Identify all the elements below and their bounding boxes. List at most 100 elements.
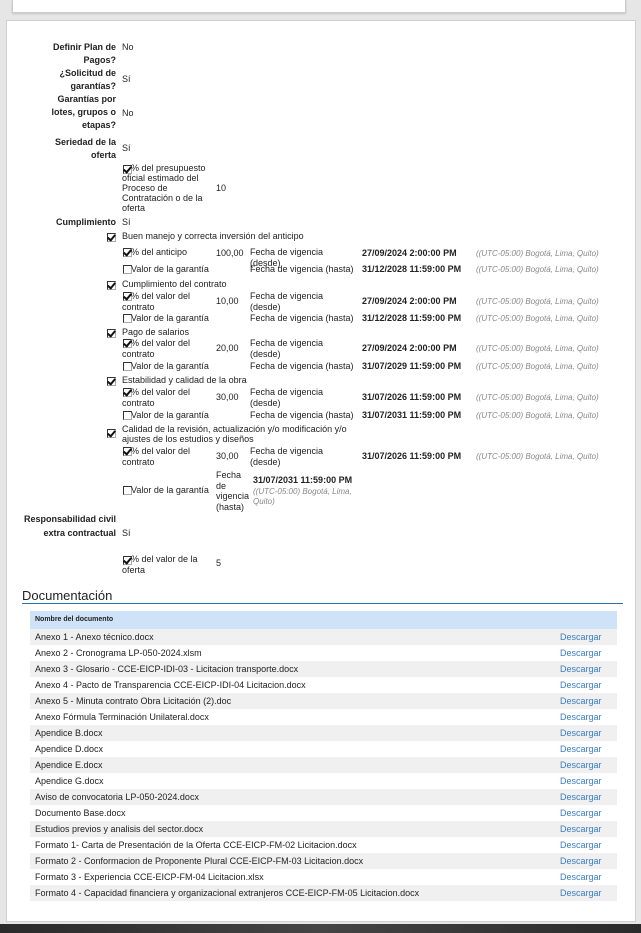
timezone: ((UTC-05:00) Bogotá, Lima, Quito) bbox=[476, 344, 599, 353]
download-link[interactable]: Descargar bbox=[560, 776, 602, 786]
valid-from-label: Fecha de vigencia (desde) bbox=[250, 338, 324, 359]
coverage-name: Buen manejo y correcta inversión del ant… bbox=[122, 231, 304, 241]
document-row: Anexo 3 - Glosario - CCE-EICP-IDI-03 - L… bbox=[30, 661, 617, 677]
guarantee-value-checkbox[interactable] bbox=[123, 411, 132, 420]
download-link[interactable]: Descargar bbox=[560, 664, 602, 674]
documents-table: Nombre del documento Anexo 1 - Anexo téc… bbox=[30, 611, 617, 901]
valid-from-date: 31/07/2026 11:59:00 PM bbox=[362, 451, 462, 461]
guarantee-value-checkbox[interactable] bbox=[123, 314, 132, 323]
download-link[interactable]: Descargar bbox=[560, 760, 602, 770]
field-label: Seriedad de la oferta bbox=[54, 137, 116, 160]
document-row: Anexo 5 - Minuta contrato Obra Licitació… bbox=[30, 693, 617, 709]
document-name: Apendice B.docx bbox=[35, 728, 103, 738]
taskbar bbox=[0, 924, 641, 933]
previous-card bbox=[12, 0, 626, 13]
percentage-checkbox[interactable] bbox=[123, 447, 132, 456]
document-name: Anexo 4 - Pacto de Transparencia CCE-EIC… bbox=[35, 680, 306, 690]
download-link[interactable]: Descargar bbox=[560, 872, 602, 882]
document-row: Formato 1- Carta de Presentación de la O… bbox=[30, 837, 617, 853]
download-link[interactable]: Descargar bbox=[560, 808, 602, 818]
timezone: ((UTC-05:00) Bogotá, Lima, Quito) bbox=[253, 487, 352, 506]
coverage-checkbox[interactable] bbox=[107, 329, 116, 338]
download-link[interactable]: Descargar bbox=[560, 792, 602, 802]
document-row: Formato 3 - Experiencia CCE-EICP-FM-04 L… bbox=[30, 869, 617, 885]
seriedad-item-value: 10 bbox=[216, 183, 227, 193]
guarantee-value-checkbox[interactable] bbox=[123, 486, 132, 495]
valid-to-label: Fecha de vigencia (hasta) bbox=[250, 313, 354, 323]
valid-from-label: Fecha de vigencia (desde) bbox=[250, 291, 324, 312]
timezone: ((UTC-05:00) Bogotá, Lima, Quito) bbox=[476, 411, 599, 420]
document-name: Apendice D.docx bbox=[35, 744, 104, 754]
field-label: Cumplimiento bbox=[56, 217, 116, 227]
valid-to-label: Fecha de vigencia (hasta) bbox=[250, 361, 354, 371]
percentage-value: 30,00 bbox=[216, 451, 239, 461]
document-name: Formato 1- Carta de Presentación de la O… bbox=[35, 840, 357, 850]
valid-to-date: 31/07/2029 11:59:00 PM bbox=[362, 361, 462, 371]
download-link[interactable]: Descargar bbox=[560, 696, 602, 706]
download-link[interactable]: Descargar bbox=[560, 824, 602, 834]
responsabilidad-checkbox[interactable] bbox=[123, 556, 132, 565]
valid-to-label: Fecha de vigencia (hasta) bbox=[216, 470, 250, 512]
responsabilidad-item-value: 5 bbox=[216, 558, 222, 568]
document-row: Anexo 1 - Anexo técnico.docx Descargar bbox=[30, 629, 617, 645]
guarantee-value-label: Valor de la garantía bbox=[131, 361, 209, 371]
coverage-checkbox[interactable] bbox=[107, 377, 116, 386]
field-value: No bbox=[122, 108, 134, 118]
document-name: Documento Base.docx bbox=[35, 808, 126, 818]
valid-to-label: Fecha de vigencia (hasta) bbox=[250, 410, 354, 420]
download-link[interactable]: Descargar bbox=[560, 632, 602, 642]
download-link[interactable]: Descargar bbox=[560, 728, 602, 738]
timezone: ((UTC-05:00) Bogotá, Lima, Quito) bbox=[476, 265, 599, 274]
percentage-checkbox[interactable] bbox=[123, 339, 132, 348]
document-name: Anexo 5 - Minuta contrato Obra Licitació… bbox=[35, 696, 232, 706]
percentage-label: % del anticipo bbox=[131, 247, 188, 257]
document-row: Apendice G.docx Descargar bbox=[30, 773, 617, 789]
percentage-label: % del valor del contrato bbox=[122, 338, 191, 359]
valid-to-date: 31/12/2028 11:59:00 PM bbox=[362, 264, 462, 274]
document-row: Anexo 4 - Pacto de Transparencia CCE-EIC… bbox=[30, 677, 617, 693]
percentage-value: 10,00 bbox=[216, 296, 239, 306]
guarantee-value-checkbox[interactable] bbox=[123, 265, 132, 274]
valid-from-date: 27/09/2024 2:00:00 PM bbox=[362, 248, 457, 258]
coverage-checkbox[interactable] bbox=[107, 233, 116, 242]
download-link[interactable]: Descargar bbox=[560, 744, 602, 754]
document-name: Apendice G.docx bbox=[35, 776, 104, 786]
valid-to-date: 31/07/2031 11:59:00 PM bbox=[253, 475, 353, 485]
timezone: ((UTC-05:00) Bogotá, Lima, Quito) bbox=[476, 393, 599, 402]
percentage-label: % del valor del contrato bbox=[122, 291, 191, 312]
download-link[interactable]: Descargar bbox=[560, 712, 602, 722]
coverage-checkbox[interactable] bbox=[107, 429, 116, 438]
download-link[interactable]: Descargar bbox=[560, 856, 602, 866]
percentage-value: 100,00 bbox=[216, 248, 244, 258]
download-link[interactable]: Descargar bbox=[560, 888, 602, 898]
timezone: ((UTC-05:00) Bogotá, Lima, Quito) bbox=[476, 249, 599, 258]
guarantee-value-label: Valor de la garantía bbox=[131, 264, 209, 274]
guarantee-value-checkbox[interactable] bbox=[123, 362, 132, 371]
percentage-checkbox[interactable] bbox=[123, 388, 132, 397]
guarantee-value-label: Valor de la garantía bbox=[131, 313, 209, 323]
timezone: ((UTC-05:00) Bogotá, Lima, Quito) bbox=[476, 314, 599, 323]
field-value: Sí bbox=[122, 528, 131, 538]
download-link[interactable]: Descargar bbox=[560, 680, 602, 690]
document-name: Formato 2 - Conformacion de Proponente P… bbox=[35, 856, 364, 866]
document-row: Formato 4 - Capacidad financiera y organ… bbox=[30, 885, 617, 901]
document-name: Anexo 3 - Glosario - CCE-EICP-IDI-03 - L… bbox=[35, 664, 299, 674]
seriedad-checkbox[interactable] bbox=[123, 165, 132, 174]
responsabilidad-item-label: % del valor de la oferta bbox=[122, 554, 198, 575]
valid-from-label: Fecha de vigencia (desde) bbox=[250, 446, 324, 467]
coverage-checkbox[interactable] bbox=[107, 281, 116, 290]
document-name: Anexo 2 - Cronograma LP-050-2024.xlsm bbox=[35, 648, 202, 658]
download-link[interactable]: Descargar bbox=[560, 840, 602, 850]
percentage-checkbox[interactable] bbox=[123, 248, 132, 257]
timezone: ((UTC-05:00) Bogotá, Lima, Quito) bbox=[476, 362, 599, 371]
download-link[interactable]: Descargar bbox=[560, 648, 602, 658]
heading-divider bbox=[22, 603, 623, 604]
document-row: Documento Base.docx Descargar bbox=[30, 805, 617, 821]
timezone: ((UTC-05:00) Bogotá, Lima, Quito) bbox=[476, 297, 599, 306]
percentage-checkbox[interactable] bbox=[123, 292, 132, 301]
valid-from-date: 31/07/2026 11:59:00 PM bbox=[362, 392, 462, 402]
valid-to-date: 31/07/2031 11:59:00 PM bbox=[362, 410, 462, 420]
document-row: Anexo 2 - Cronograma LP-050-2024.xlsm Des… bbox=[30, 645, 617, 661]
field-label: ¿Solicitud de garantías? bbox=[59, 68, 116, 91]
valid-to-label: Fecha de vigencia (hasta) bbox=[250, 264, 354, 274]
